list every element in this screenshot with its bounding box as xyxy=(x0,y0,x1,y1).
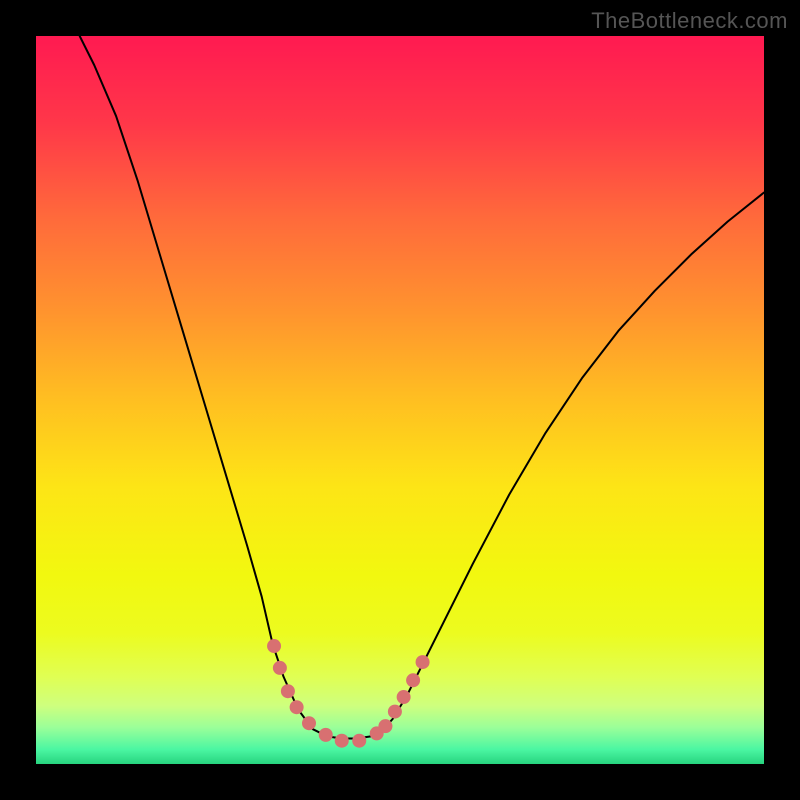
curve-marker xyxy=(378,719,392,733)
curve-marker xyxy=(406,673,420,687)
curve-marker xyxy=(388,705,402,719)
curve-marker xyxy=(319,728,333,742)
curve-marker xyxy=(352,734,366,748)
curve-marker xyxy=(397,690,411,704)
chart-background xyxy=(36,36,764,764)
curve-marker xyxy=(290,700,304,714)
curve-marker xyxy=(335,734,349,748)
curve-marker xyxy=(302,716,316,730)
curve-marker xyxy=(416,655,430,669)
curve-marker xyxy=(281,684,295,698)
bottleneck-chart xyxy=(36,36,764,764)
curve-marker xyxy=(267,639,281,653)
watermark-text: TheBottleneck.com xyxy=(591,8,788,34)
curve-marker xyxy=(273,661,287,675)
